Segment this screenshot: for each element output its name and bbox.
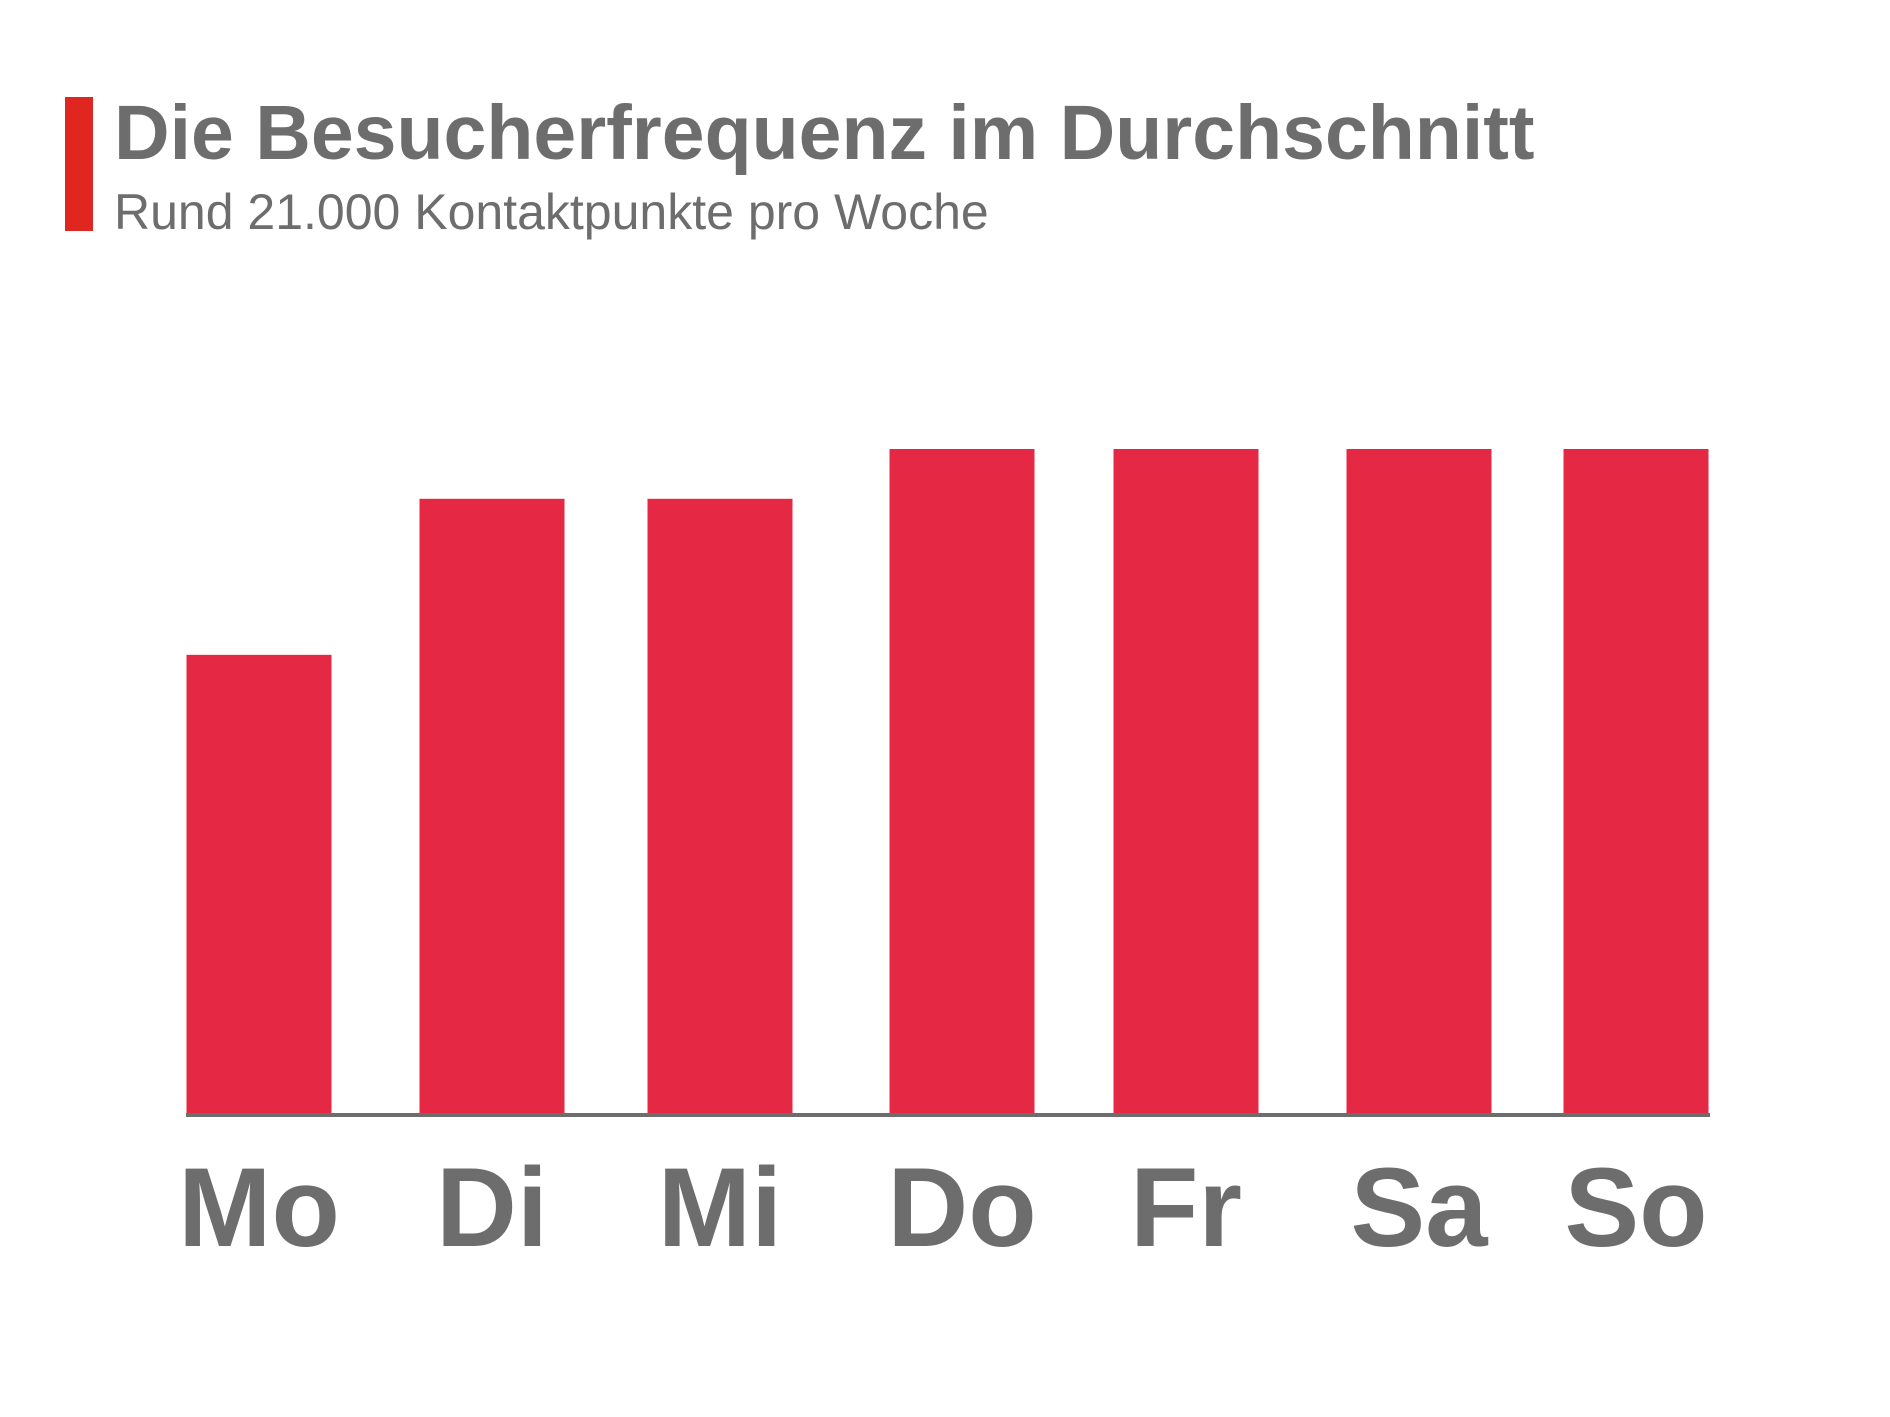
x-tick-label-mo: Mo [178,1145,340,1270]
title-accent-bar [65,97,93,231]
x-tick-label-do: Do [887,1145,1036,1270]
chart-title: Die Besucherfrequenz im Durchschnitt [114,90,1535,176]
bar-do [889,449,1035,1113]
x-tick-label-mi: Mi [658,1145,782,1270]
x-tick-label-di: Di [436,1145,548,1270]
bar-sa [1346,449,1492,1113]
x-tick-label-fr: Fr [1130,1145,1242,1270]
x-axis-labels: Mo Di Mi Do Fr Sa So [178,1145,1707,1270]
chart-subtitle: Rund 21.000 Kontaktpunkte pro Woche [114,184,989,240]
bars-group [186,449,1709,1113]
bar-so [1563,449,1709,1113]
bar-di [419,498,565,1113]
bar-mo [186,654,332,1113]
x-tick-label-so: So [1564,1145,1707,1270]
bar-fr [1113,449,1259,1113]
x-tick-label-sa: Sa [1351,1145,1489,1270]
bar-mi [647,498,793,1113]
